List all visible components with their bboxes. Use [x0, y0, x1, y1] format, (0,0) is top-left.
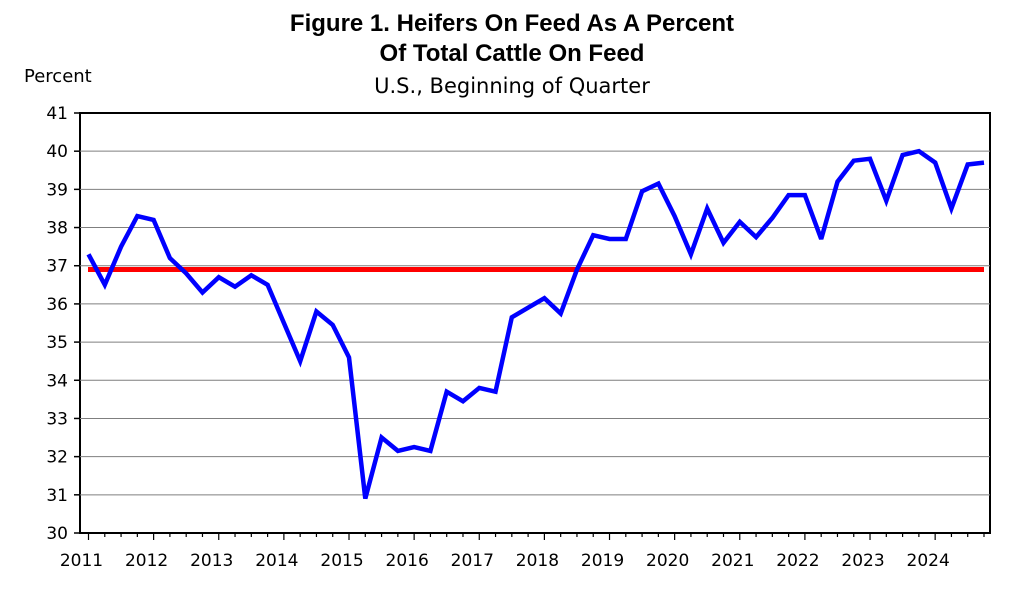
y-tick-label: 33: [46, 409, 68, 429]
series-layer: [86, 148, 985, 500]
y-tick-label: 38: [46, 219, 68, 239]
grid-lines: [80, 150, 990, 496]
x-tick-label: 2022: [776, 551, 819, 571]
y-axis-label: Percent: [24, 66, 92, 87]
x-tick-label: 2013: [190, 551, 233, 571]
y-tick-label: 32: [46, 448, 68, 468]
plot-area: [79, 112, 991, 534]
x-tick-label: 2018: [516, 551, 559, 571]
series-heifers-percent-line: [86, 148, 985, 500]
y-tick-label: 41: [46, 104, 68, 124]
chart-title-line2: Of Total Cattle On Feed: [379, 40, 645, 67]
y-tick-label: 40: [46, 142, 68, 162]
x-tick-label: 2017: [451, 551, 494, 571]
x-tick-label: 2016: [386, 551, 429, 571]
x-tick-label: 2020: [646, 551, 689, 571]
x-axis: 2011 2012 2013 2014 2015 2016 2017 2018 2019 2020…: [60, 533, 985, 571]
chart-subtitle: U.S., Beginning of Quarter: [374, 74, 650, 98]
x-tick-label: 2024: [907, 551, 950, 571]
y-axis: 30 31 32 33 34 35 36 37 38 39 40 41: [46, 104, 80, 544]
x-tick-label: 2011: [60, 551, 103, 571]
y-tick-label: 31: [46, 486, 68, 506]
y-tick-label: 30: [46, 524, 68, 544]
y-tick-label: 39: [46, 180, 68, 200]
x-tick-label: 2023: [841, 551, 884, 571]
y-tick-label: 34: [46, 371, 68, 391]
x-tick-label: 2019: [581, 551, 624, 571]
y-tick-label: 35: [46, 333, 68, 353]
x-tick-label: 2015: [320, 551, 363, 571]
x-tick-label: 2014: [255, 551, 298, 571]
chart-title-line1: Figure 1. Heifers On Feed As A Percent: [289, 10, 735, 37]
x-tick-label: 2012: [125, 551, 168, 571]
y-tick-label: 36: [46, 295, 68, 315]
x-tick-label: 2021: [711, 551, 754, 571]
y-tick-label: 37: [46, 257, 68, 277]
